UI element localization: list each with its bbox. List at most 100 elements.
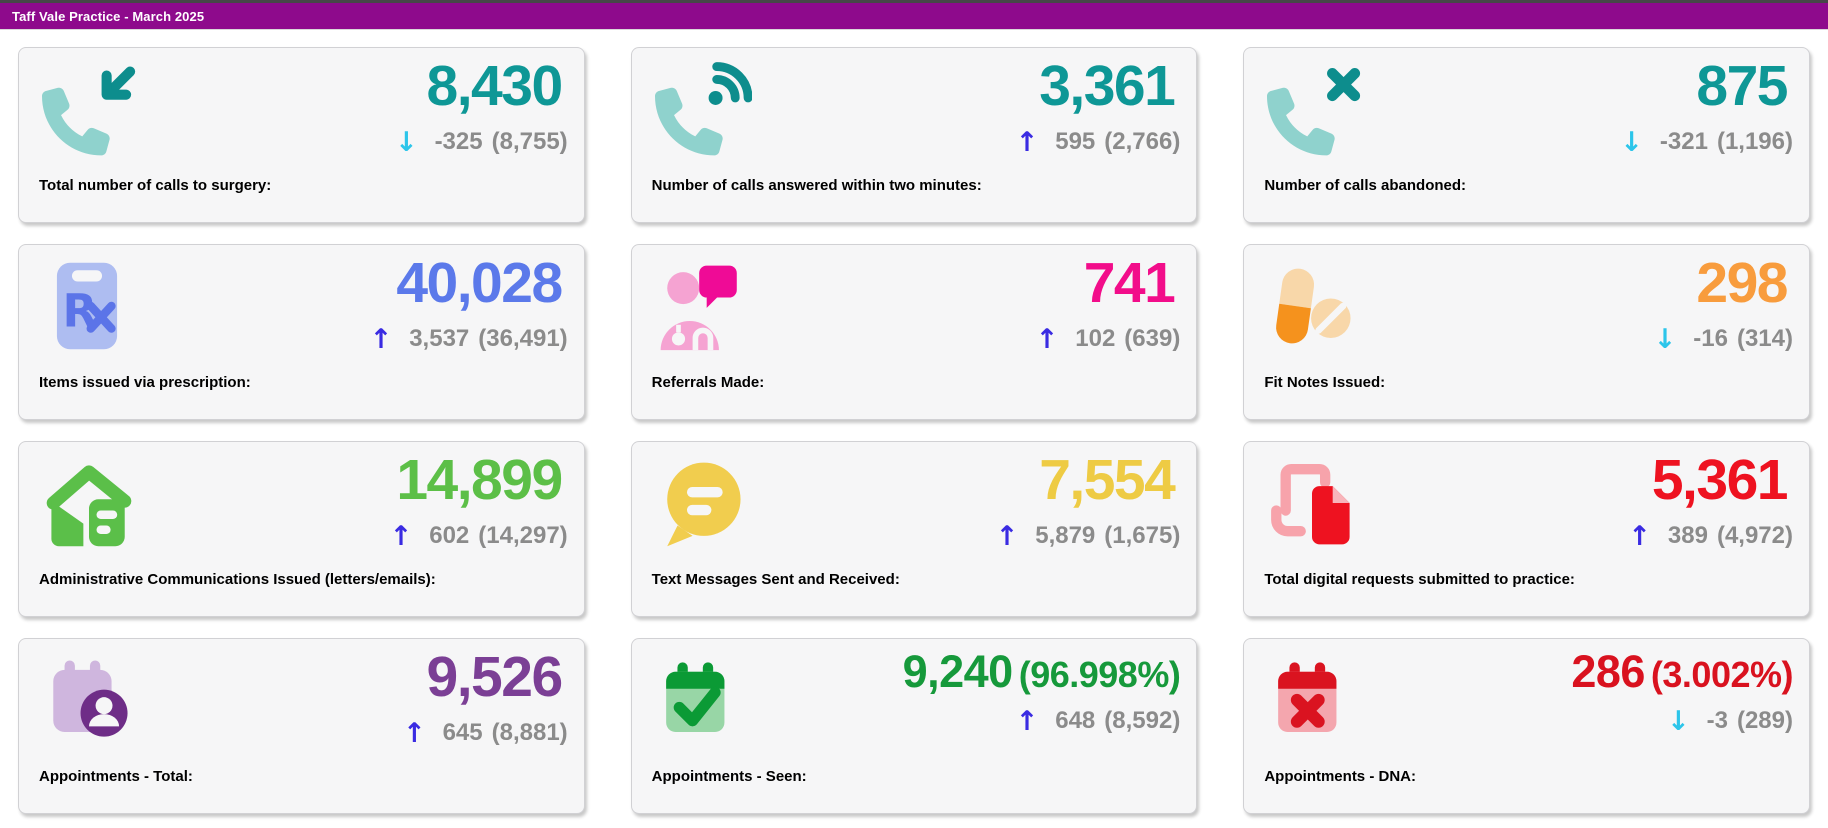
card-referrals: 741 ↑ 102 (639) Referrals Made:	[630, 244, 1198, 420]
change-value: 3,537	[409, 325, 470, 352]
metric-value: 9,240	[902, 646, 1014, 697]
up-arrow-icon: ↑	[389, 520, 413, 552]
change-value: 389	[1667, 522, 1708, 549]
previous-value: (289)	[1736, 707, 1793, 734]
metric-change: ↓ -325 (8,755)	[395, 128, 568, 156]
title-bar: Taff Vale Practice - March 2025	[0, 3, 1828, 30]
change-value: 102	[1075, 325, 1116, 352]
metric-value: 14,899	[396, 448, 563, 512]
card-calls-answered: 3,361 ↑ 595 (2,766) Number of calls answe…	[630, 47, 1198, 223]
metric-change: ↑ 602 (14,297)	[390, 522, 568, 550]
change-value: 595	[1055, 128, 1096, 155]
metric-change: ↓ -3 (289)	[1571, 707, 1793, 735]
metric-label: Appointments - DNA:	[1264, 768, 1416, 785]
phone-missed-icon	[1264, 62, 1370, 158]
metric-value: 5,361	[1651, 448, 1789, 512]
metric-value: 7,554	[1039, 448, 1176, 512]
change-value: -16	[1693, 325, 1728, 352]
referral-icon	[652, 259, 758, 355]
up-arrow-icon: ↑	[1015, 126, 1039, 158]
change-value: -3	[1706, 707, 1728, 734]
metric-label: Appointments - Total:	[39, 768, 193, 785]
window-top-edge	[0, 0, 1828, 3]
metric-label: Referrals Made:	[651, 374, 765, 391]
metric-label: Text Messages Sent and Received:	[651, 571, 900, 588]
card-appointments-seen: 9,240 (96.998%) ↑ 648 (8,592) Appointments…	[630, 638, 1198, 814]
card-calls-abandoned: 875 ↓ -321 (1,196) Number of calls abando…	[1243, 47, 1810, 223]
envelope-open-letter-icon	[39, 456, 145, 552]
card-fit-notes: 298 ↓ -16 (314) Fit Notes Issued:	[1243, 244, 1810, 420]
previous-value: (8,881)	[491, 719, 568, 746]
metric-label: Total number of calls to surgery:	[39, 177, 272, 194]
metric-change: ↑ 648 (8,592)	[903, 707, 1181, 735]
previous-value: (2,766)	[1104, 128, 1181, 155]
laptop-document-icon	[1264, 456, 1370, 552]
down-arrow-icon: ↓	[1653, 323, 1677, 355]
card-text-messages: 7,554 ↑ 5,879 (1,675) Text Messages Sent …	[630, 441, 1198, 617]
metric-value: 298	[1696, 251, 1788, 315]
previous-value: (1,196)	[1716, 128, 1793, 155]
metric-value: 741	[1083, 251, 1176, 315]
change-value: -321	[1659, 128, 1708, 155]
pills-icon	[1264, 259, 1370, 355]
metric-change: ↑ 102 (639)	[1036, 325, 1181, 353]
metric-change: ↑ 5,879 (1,675)	[996, 522, 1181, 550]
change-value: 645	[442, 719, 483, 746]
previous-value: (1,675)	[1104, 522, 1181, 549]
calendar-x-icon	[1264, 653, 1370, 749]
previous-value: (4,972)	[1716, 522, 1793, 549]
card-appointments-total: 9,526 ↑ 645 (8,881) Appointments - Total:	[18, 638, 585, 814]
metric-label: Items issued via prescription:	[39, 374, 251, 391]
calendar-person-icon	[39, 653, 145, 749]
metric-change: ↑ 389 (4,972)	[1628, 522, 1793, 550]
metric-change: ↑ 645 (8,881)	[403, 719, 568, 747]
previous-value: (314)	[1736, 325, 1793, 352]
up-arrow-icon: ↑	[1628, 520, 1651, 552]
previous-value: (8,755)	[491, 128, 568, 155]
metric-value: 40,028	[396, 251, 563, 315]
previous-value: (36,491)	[478, 325, 568, 352]
metric-value: 8,430	[426, 54, 564, 118]
card-digital-requests: 5,361 ↑ 389 (4,972) Total digital request…	[1243, 441, 1810, 617]
metric-value: 875	[1696, 54, 1788, 118]
up-arrow-icon: ↑	[995, 520, 1019, 552]
previous-value: (14,297)	[478, 522, 568, 549]
card-admin-communications: 14,899 ↑ 602 (14,297) Administrative Comm…	[18, 441, 585, 617]
metric-label: Appointments - Seen:	[651, 768, 807, 785]
metric-label: Administrative Communications Issued (le…	[39, 571, 436, 588]
metric-label: Number of calls abandoned:	[1264, 177, 1467, 194]
change-value: 648	[1055, 707, 1096, 734]
chat-bubble-icon	[652, 456, 758, 552]
metric-label: Fit Notes Issued:	[1264, 374, 1386, 391]
change-value: 602	[429, 522, 470, 549]
down-arrow-icon: ↓	[394, 126, 418, 158]
metric-change: ↓ -321 (1,196)	[1620, 128, 1793, 156]
metric-grid: 8,430 ↓ -325 (8,755) Total number of call…	[0, 30, 1828, 826]
up-arrow-icon: ↑	[1035, 323, 1059, 355]
metric-percent: (3.002%)	[1650, 654, 1794, 695]
up-arrow-icon: ↑	[1015, 705, 1039, 737]
down-arrow-icon: ↓	[1620, 126, 1643, 158]
previous-value: (8,592)	[1104, 707, 1181, 734]
metric-value: 9,526	[426, 645, 564, 709]
page-title: Taff Vale Practice - March 2025	[12, 8, 205, 24]
metric-change: ↓ -16 (314)	[1654, 325, 1793, 353]
down-arrow-icon: ↓	[1667, 705, 1690, 737]
metric-value: 286	[1571, 646, 1645, 697]
card-appointments-dna: 286 (3.002%) ↓ -3 (289) Appointments - DNA…	[1243, 638, 1810, 814]
phone-incoming-icon	[39, 62, 145, 158]
up-arrow-icon: ↑	[369, 323, 393, 355]
card-calls-total: 8,430 ↓ -325 (8,755) Total number of call…	[18, 47, 585, 223]
calendar-check-icon	[652, 653, 758, 749]
metric-percent: (96.998%)	[1018, 654, 1181, 695]
metric-label: Total digital requests submitted to prac…	[1264, 571, 1575, 588]
change-value: -325	[434, 128, 483, 155]
up-arrow-icon: ↑	[402, 717, 426, 749]
phone-volume-icon	[652, 62, 758, 158]
card-prescription-items: R 40,028 ↑ 3,537 (36,491) Items issued vi…	[18, 244, 585, 420]
prescription-icon: R	[39, 259, 145, 355]
previous-value: (639)	[1124, 325, 1181, 352]
change-value: 5,879	[1035, 522, 1096, 549]
metric-value: 3,361	[1039, 54, 1176, 118]
metric-change: ↑ 3,537 (36,491)	[370, 325, 568, 353]
